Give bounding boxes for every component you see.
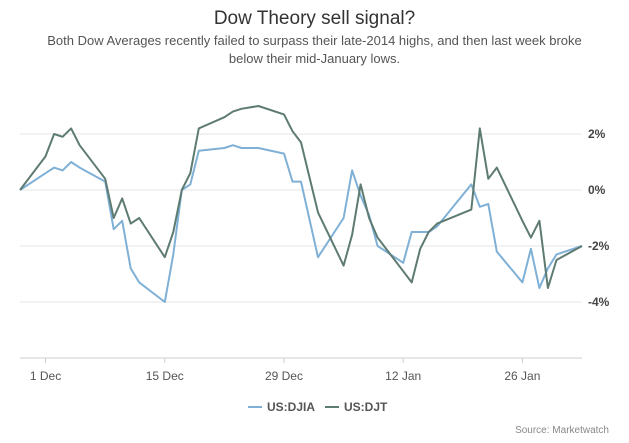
legend-item-label: US:DJT: [344, 400, 388, 414]
chart-title: Dow Theory sell signal?: [213, 8, 416, 29]
y-tick-label: -2%: [588, 239, 610, 253]
x-tick-label: 29 Dec: [265, 369, 303, 383]
x-tick-label: 26 Jan: [504, 369, 540, 383]
legend-item-label: US:DJIA: [267, 400, 315, 414]
x-tick-label: 15 Dec: [146, 369, 184, 383]
chart-subtitle: Both Dow Averages recently failed to sur…: [47, 33, 582, 66]
source-note: Source: Marketwatch: [515, 425, 609, 436]
x-tick-label: 12 Jan: [385, 369, 421, 383]
y-tick-label: 0%: [588, 183, 606, 197]
y-tick-label: -4%: [588, 295, 610, 309]
series-line-us-djia: [19, 144, 583, 303]
y-tick-label: 2%: [588, 127, 606, 141]
series-line-us-djt: [19, 105, 583, 289]
x-tick-label: 1 Dec: [30, 369, 61, 383]
